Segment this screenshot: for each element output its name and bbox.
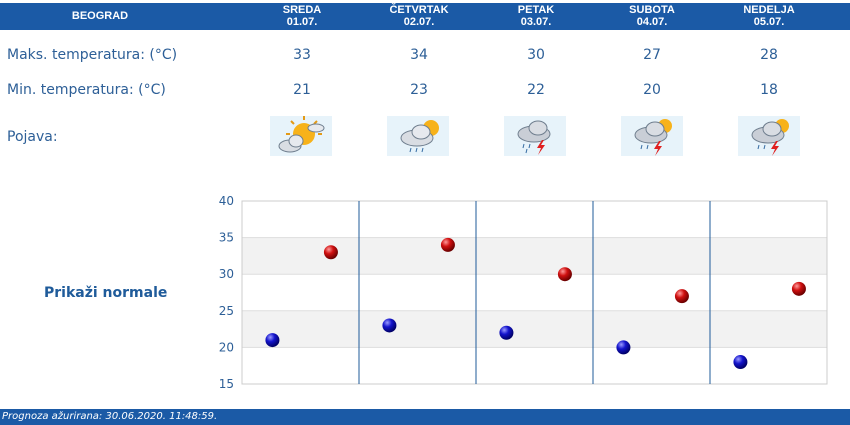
min-temp-point — [265, 333, 280, 348]
max-temp-value: 34 — [410, 47, 428, 63]
y-tick-label: 30 — [219, 267, 234, 281]
plot-border — [241, 200, 828, 385]
day-name: ČETVRTAK — [389, 4, 449, 16]
chart-band — [242, 201, 827, 238]
min-temp-value: 21 — [293, 82, 311, 98]
day-name: PETAK — [517, 4, 555, 16]
max-temp-point — [323, 245, 338, 260]
max-temp-point — [791, 281, 806, 296]
day-header-3: PETAK 03.07. — [506, 3, 566, 30]
day-date: 02.07. — [403, 16, 435, 28]
y-tick-label: 20 — [219, 340, 234, 354]
min-temp-point — [616, 340, 631, 355]
y-tick-label: 25 — [219, 304, 234, 318]
cloud-thunderstorm-sun-icon — [738, 116, 800, 156]
day-date: 01.07. — [286, 16, 318, 28]
chart-band — [242, 347, 827, 384]
max-temp-value: 30 — [527, 47, 545, 63]
day-name: NEDELJA — [743, 4, 795, 16]
max-temp-value: 33 — [293, 47, 311, 63]
min-temp-value: 18 — [760, 82, 778, 98]
day-header-1: SREDA 01.07. — [272, 3, 332, 30]
cloud-showers-sun-icon — [387, 116, 449, 156]
min-temp-point — [733, 355, 748, 370]
chart-band — [242, 237, 827, 275]
day-date: 04.07. — [636, 16, 668, 28]
phenomenon-label: Pojava: — [7, 129, 58, 145]
day-header-4: SUBOTA 04.07. — [622, 3, 682, 30]
min-temp-value: 23 — [410, 82, 428, 98]
min-temp-label: Min. temperatura: (°C) — [7, 82, 166, 98]
cloud-thunderstorm-sun-icon — [621, 116, 683, 156]
update-timestamp: Prognoza ažurirana: 30.06.2020. 11:48:59… — [2, 411, 218, 422]
day-date: 05.07. — [753, 16, 785, 28]
day-header-5: NEDELJA 05.07. — [737, 3, 801, 30]
partly-cloudy-icon — [270, 116, 332, 156]
max-temp-label: Maks. temperatura: (°C) — [7, 47, 178, 63]
show-normals-link[interactable]: Prikaži normale — [44, 285, 168, 301]
min-temp-value: 22 — [527, 82, 545, 98]
y-tick-label: 40 — [219, 194, 234, 208]
max-temp-point — [557, 267, 572, 282]
chart-band — [242, 310, 827, 348]
forecast-header: BEOGRAD SREDA 01.07. ČETVRTAK 02.07. PET… — [0, 3, 850, 30]
day-name: SUBOTA — [629, 4, 675, 16]
min-temp-value: 20 — [643, 82, 661, 98]
min-temp-point — [499, 325, 514, 340]
max-temp-value: 27 — [643, 47, 661, 63]
min-temp-point — [382, 318, 397, 333]
cloud-thunderstorm-rain-icon — [504, 116, 566, 156]
day-header-2: ČETVRTAK 02.07. — [384, 3, 454, 30]
max-temp-value: 28 — [760, 47, 778, 63]
max-temp-point — [440, 237, 455, 252]
city-name: BEOGRAD — [71, 10, 129, 22]
update-footer: Prognoza ažurirana: 30.06.2020. 11:48:59… — [0, 409, 850, 425]
max-temp-point — [674, 289, 689, 304]
day-name: SREDA — [282, 4, 322, 16]
chart-band — [242, 274, 827, 311]
y-tick-label: 35 — [219, 231, 234, 245]
y-tick-label: 15 — [219, 377, 234, 391]
day-date: 03.07. — [520, 16, 552, 28]
